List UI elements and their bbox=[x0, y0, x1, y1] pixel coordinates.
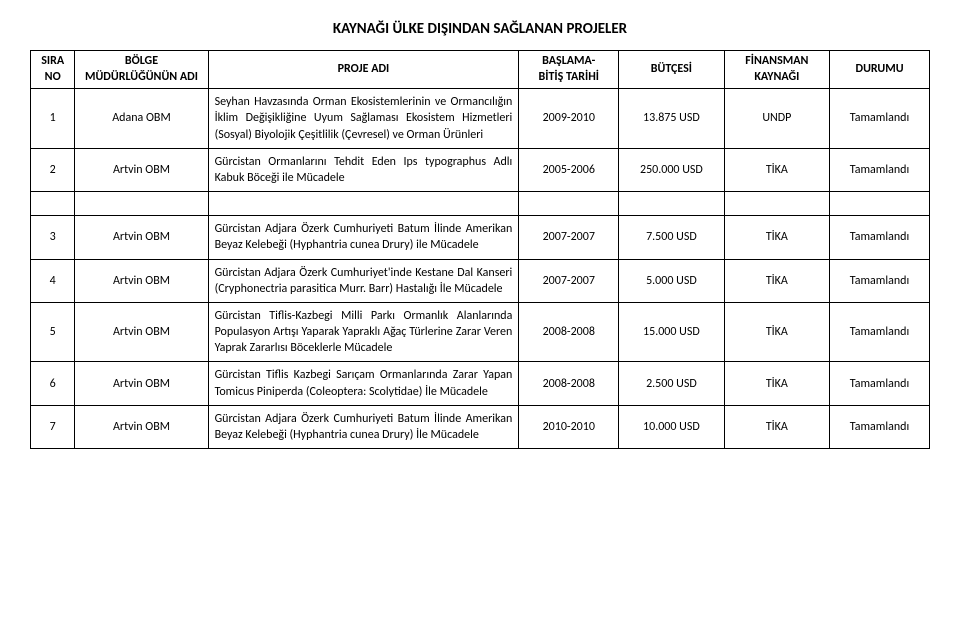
cell-sira: 1 bbox=[31, 89, 75, 149]
cell-tarih: 2007-2007 bbox=[519, 216, 619, 259]
projects-table: SIRANO BÖLGEMÜDÜRLÜĞÜNÜN ADI PROJE ADI B… bbox=[30, 50, 930, 449]
cell-finans: TİKA bbox=[724, 302, 829, 362]
cell-durum: Tamamlandı bbox=[830, 362, 930, 405]
cell-durum: Tamamlandı bbox=[830, 89, 930, 149]
cell-proje: Gürcistan Adjara Özerk Cumhuriyeti Batum… bbox=[208, 216, 519, 259]
cell-bolge: Artvin OBM bbox=[75, 259, 208, 302]
header-finans: FİNANSMANKAYNAĞI bbox=[724, 51, 829, 89]
cell-sira: 7 bbox=[31, 405, 75, 448]
table-row: 6Artvin OBMGürcistan Tiflis Kazbegi Sarı… bbox=[31, 362, 930, 405]
header-proje: PROJE ADI bbox=[208, 51, 519, 89]
cell-durum: Tamamlandı bbox=[830, 302, 930, 362]
header-sira: SIRANO bbox=[31, 51, 75, 89]
cell-tarih: 2007-2007 bbox=[519, 259, 619, 302]
cell-proje: Seyhan Havzasında Orman Ekosistemlerinin… bbox=[208, 89, 519, 149]
cell-butce: 5.000 USD bbox=[619, 259, 724, 302]
cell-sira: 5 bbox=[31, 302, 75, 362]
cell-tarih: 2005-2006 bbox=[519, 148, 619, 191]
cell-finans: UNDP bbox=[724, 89, 829, 149]
cell-proje: Gürcistan Adjara Özerk Cumhuriyet'inde K… bbox=[208, 259, 519, 302]
cell-durum: Tamamlandı bbox=[830, 216, 930, 259]
cell-butce: 10.000 USD bbox=[619, 405, 724, 448]
cell-bolge: Artvin OBM bbox=[75, 148, 208, 191]
cell-proje: Gürcistan Adjara Özerk Cumhuriyeti Batum… bbox=[208, 405, 519, 448]
header-durum: DURUMU bbox=[830, 51, 930, 89]
cell-butce: 15.000 USD bbox=[619, 302, 724, 362]
table-header-row: SIRANO BÖLGEMÜDÜRLÜĞÜNÜN ADI PROJE ADI B… bbox=[31, 51, 930, 89]
cell-finans: TİKA bbox=[724, 259, 829, 302]
cell-proje: Gürcistan Ormanlarını Tehdit Eden Ips ty… bbox=[208, 148, 519, 191]
table-row: 5Artvin OBMGürcistan Tiflis-Kazbegi Mill… bbox=[31, 302, 930, 362]
cell-tarih: 2010-2010 bbox=[519, 405, 619, 448]
cell-sira: 2 bbox=[31, 148, 75, 191]
cell-butce: 13.875 USD bbox=[619, 89, 724, 149]
cell-tarih: 2009-2010 bbox=[519, 89, 619, 149]
cell-durum: Tamamlandı bbox=[830, 148, 930, 191]
cell-finans: TİKA bbox=[724, 405, 829, 448]
cell-finans: TİKA bbox=[724, 362, 829, 405]
cell-finans: TİKA bbox=[724, 216, 829, 259]
cell-finans: TİKA bbox=[724, 148, 829, 191]
cell-butce: 7.500 USD bbox=[619, 216, 724, 259]
cell-sira: 3 bbox=[31, 216, 75, 259]
cell-bolge: Artvin OBM bbox=[75, 302, 208, 362]
table-row: 4Artvin OBMGürcistan Adjara Özerk Cumhur… bbox=[31, 259, 930, 302]
cell-tarih: 2008-2008 bbox=[519, 302, 619, 362]
cell-durum: Tamamlandı bbox=[830, 405, 930, 448]
cell-bolge: Artvin OBM bbox=[75, 362, 208, 405]
table-row: 2Artvin OBMGürcistan Ormanlarını Tehdit … bbox=[31, 148, 930, 191]
cell-bolge: Adana OBM bbox=[75, 89, 208, 149]
cell-sira: 4 bbox=[31, 259, 75, 302]
table-gap bbox=[31, 192, 930, 216]
cell-butce: 2.500 USD bbox=[619, 362, 724, 405]
header-butce: BÜTÇESİ bbox=[619, 51, 724, 89]
cell-proje: Gürcistan Tiflis Kazbegi Sarıçam Ormanla… bbox=[208, 362, 519, 405]
header-tarih: BAŞLAMA-BİTİŞ TARİHİ bbox=[519, 51, 619, 89]
table-row: 1Adana OBMSeyhan Havzasında Orman Ekosis… bbox=[31, 89, 930, 149]
cell-bolge: Artvin OBM bbox=[75, 405, 208, 448]
cell-bolge: Artvin OBM bbox=[75, 216, 208, 259]
cell-sira: 6 bbox=[31, 362, 75, 405]
cell-proje: Gürcistan Tiflis-Kazbegi Milli Parkı Orm… bbox=[208, 302, 519, 362]
cell-tarih: 2008-2008 bbox=[519, 362, 619, 405]
table-row: 7Artvin OBMGürcistan Adjara Özerk Cumhur… bbox=[31, 405, 930, 448]
cell-butce: 250.000 USD bbox=[619, 148, 724, 191]
cell-durum: Tamamlandı bbox=[830, 259, 930, 302]
page-title: KAYNAĞI ÜLKE DIŞINDAN SAĞLANAN PROJELER bbox=[30, 20, 930, 38]
table-row: 3Artvin OBMGürcistan Adjara Özerk Cumhur… bbox=[31, 216, 930, 259]
header-bolge: BÖLGEMÜDÜRLÜĞÜNÜN ADI bbox=[75, 51, 208, 89]
